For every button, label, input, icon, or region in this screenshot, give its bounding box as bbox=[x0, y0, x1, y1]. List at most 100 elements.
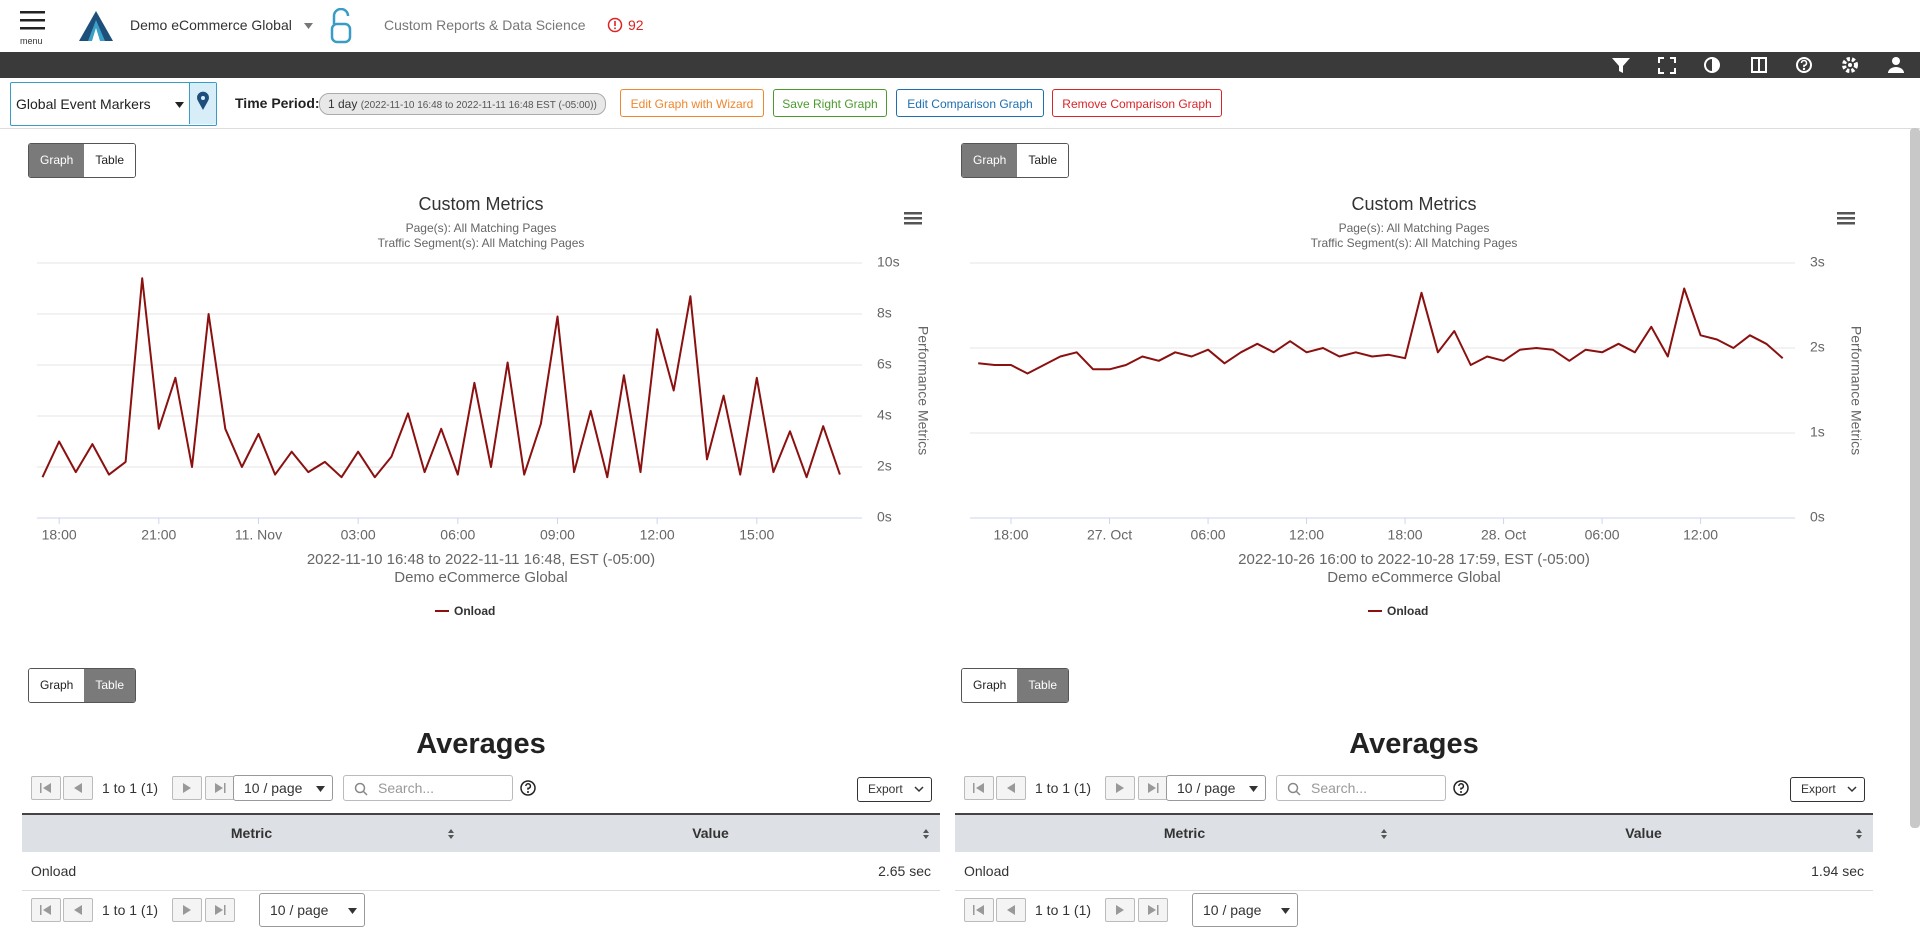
site-name[interactable]: Demo eCommerce Global bbox=[130, 17, 292, 33]
chart-title: Custom Metrics bbox=[1351, 194, 1476, 214]
legend-label[interactable]: Onload bbox=[454, 604, 495, 618]
table-tab[interactable]: Table bbox=[84, 669, 136, 702]
logo bbox=[79, 11, 113, 41]
save-button[interactable]: Save Right Graph bbox=[773, 89, 887, 117]
last-page[interactable] bbox=[205, 898, 235, 922]
wizard-button[interactable]: Edit Graph with Wizard bbox=[620, 89, 764, 117]
export-label: Export bbox=[1801, 782, 1836, 796]
prev-page[interactable] bbox=[996, 898, 1026, 922]
column-header[interactable]: Metric bbox=[1163, 825, 1206, 841]
chart-menu[interactable] bbox=[904, 212, 922, 225]
time-period-pill[interactable]: 1 day (2022-11-10 16:48 to 2022-11-11 16… bbox=[319, 93, 606, 115]
data-line bbox=[41, 277, 841, 479]
alert-count[interactable]: 92 bbox=[628, 17, 644, 33]
table-row: Onload 1.94 sec bbox=[955, 852, 1873, 891]
table-title: Averages bbox=[1349, 728, 1479, 760]
site-dropdown[interactable] bbox=[304, 22, 314, 30]
marker-select-text: Global Event Markers bbox=[16, 96, 151, 112]
y-tick-label: 0s bbox=[877, 509, 892, 525]
x-tick-label: 21:00 bbox=[141, 527, 176, 543]
chart-subtitle: Page(s): All Matching Pages bbox=[1339, 221, 1490, 235]
x-tick-label: 15:00 bbox=[739, 527, 774, 543]
first-page[interactable] bbox=[31, 776, 61, 800]
export-button[interactable]: Export bbox=[1790, 777, 1865, 802]
lock-icon[interactable] bbox=[328, 8, 354, 44]
y-tick-label: 3s bbox=[1810, 254, 1825, 270]
chart-title: Custom Metrics bbox=[418, 194, 543, 214]
last-page[interactable] bbox=[205, 776, 235, 800]
chart-menu[interactable] bbox=[1837, 212, 1855, 225]
column-header[interactable]: Value bbox=[692, 825, 729, 841]
x-tick-label: 06:00 bbox=[1585, 527, 1620, 543]
table-help[interactable] bbox=[519, 779, 537, 797]
search-box[interactable]: Search... bbox=[1276, 775, 1446, 801]
first-page[interactable] bbox=[31, 898, 61, 922]
prev-page[interactable] bbox=[63, 898, 93, 922]
table-tab[interactable]: Table bbox=[1017, 669, 1069, 702]
settings-icon[interactable] bbox=[1842, 57, 1858, 73]
legend-label[interactable]: Onload bbox=[1387, 604, 1428, 618]
filter-icon[interactable] bbox=[1612, 58, 1630, 73]
search-box[interactable]: Search... bbox=[343, 775, 513, 801]
page-size-select[interactable]: 10 / page bbox=[233, 775, 333, 801]
graph-tab[interactable]: Graph bbox=[29, 144, 85, 177]
table-help[interactable] bbox=[1452, 779, 1470, 797]
value-cell: 2.65 sec bbox=[878, 863, 931, 879]
chart: Custom Metrics Page(s): All Matching Page… bbox=[970, 194, 1864, 618]
prev-page[interactable] bbox=[63, 776, 93, 800]
last-page[interactable] bbox=[1138, 898, 1168, 922]
graph-tab[interactable]: Graph bbox=[962, 144, 1018, 177]
graph-tab[interactable]: Graph bbox=[29, 669, 85, 702]
metric-cell: Onload bbox=[964, 863, 1010, 879]
first-page[interactable] bbox=[964, 776, 994, 800]
next-page[interactable] bbox=[1105, 776, 1135, 800]
column-header[interactable]: Value bbox=[1625, 825, 1662, 841]
help-icon[interactable] bbox=[1796, 57, 1812, 73]
menu-label: menu bbox=[20, 36, 43, 46]
export-button[interactable]: Export bbox=[857, 777, 932, 802]
time-period-label: Time Period: bbox=[235, 95, 320, 111]
edit-comparison-button[interactable]: Edit Comparison Graph bbox=[896, 89, 1044, 117]
scrollbar[interactable] bbox=[1910, 128, 1920, 828]
section-name[interactable]: Custom Reports & Data Science bbox=[384, 17, 586, 33]
y-tick-label: 4s bbox=[877, 407, 892, 423]
table-tab[interactable]: Table bbox=[84, 144, 136, 177]
prev-page[interactable] bbox=[996, 776, 1026, 800]
page-size: 10 / page bbox=[1203, 902, 1262, 918]
menu-icon[interactable] bbox=[20, 10, 46, 32]
next-page[interactable] bbox=[172, 776, 202, 800]
next-page[interactable] bbox=[1105, 898, 1135, 922]
x-tick-label: 03:00 bbox=[341, 527, 376, 543]
x-tick-label: 18:00 bbox=[994, 527, 1029, 543]
table-title: Averages bbox=[416, 728, 546, 760]
table-tab[interactable]: Table bbox=[1017, 144, 1069, 177]
fullscreen-icon[interactable] bbox=[1658, 57, 1676, 74]
graph-tab[interactable]: Graph bbox=[962, 669, 1018, 702]
first-page[interactable] bbox=[964, 898, 994, 922]
pager-text: 1 to 1 (1) bbox=[1035, 902, 1092, 918]
value-cell: 1.94 sec bbox=[1811, 863, 1864, 879]
x-tick-label: 12:00 bbox=[640, 527, 675, 543]
remove-comparison-button[interactable]: Remove Comparison Graph bbox=[1052, 89, 1222, 117]
column-header[interactable]: Metric bbox=[230, 825, 273, 841]
x-axis-caption: 2022-10-26 16:00 to 2022-10-28 17:59, ES… bbox=[1238, 551, 1590, 568]
marker-pin[interactable] bbox=[189, 83, 216, 124]
pager-text: 1 to 1 (1) bbox=[102, 902, 159, 918]
search-placeholder: Search... bbox=[378, 780, 435, 796]
page-size-select[interactable]: 10 / page bbox=[259, 893, 365, 927]
marker-select[interactable]: Global Event Markers bbox=[10, 82, 217, 126]
y-tick-label: 6s bbox=[877, 356, 892, 372]
user-icon[interactable] bbox=[1892, 57, 1900, 65]
marker-dropdown bbox=[175, 102, 184, 108]
x-tick-label: 27. Oct bbox=[1087, 527, 1132, 543]
icon-bar bbox=[0, 52, 1920, 78]
page-size-select[interactable]: 10 / page bbox=[1192, 893, 1298, 927]
alert-icon[interactable] bbox=[607, 17, 623, 33]
view-toggle: Graph Table bbox=[961, 668, 1070, 703]
y-tick-label: 0s bbox=[1810, 509, 1825, 525]
next-page[interactable] bbox=[172, 898, 202, 922]
app-header: menu Demo eCommerce Global Custom Report… bbox=[0, 0, 1920, 52]
last-page[interactable] bbox=[1138, 776, 1168, 800]
page-size-select[interactable]: 10 / page bbox=[1166, 775, 1266, 801]
